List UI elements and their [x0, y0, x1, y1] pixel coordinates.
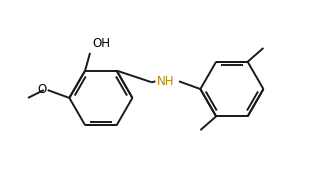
Text: OH: OH: [92, 37, 110, 50]
Text: NH: NH: [157, 75, 174, 88]
Text: O: O: [37, 83, 47, 96]
